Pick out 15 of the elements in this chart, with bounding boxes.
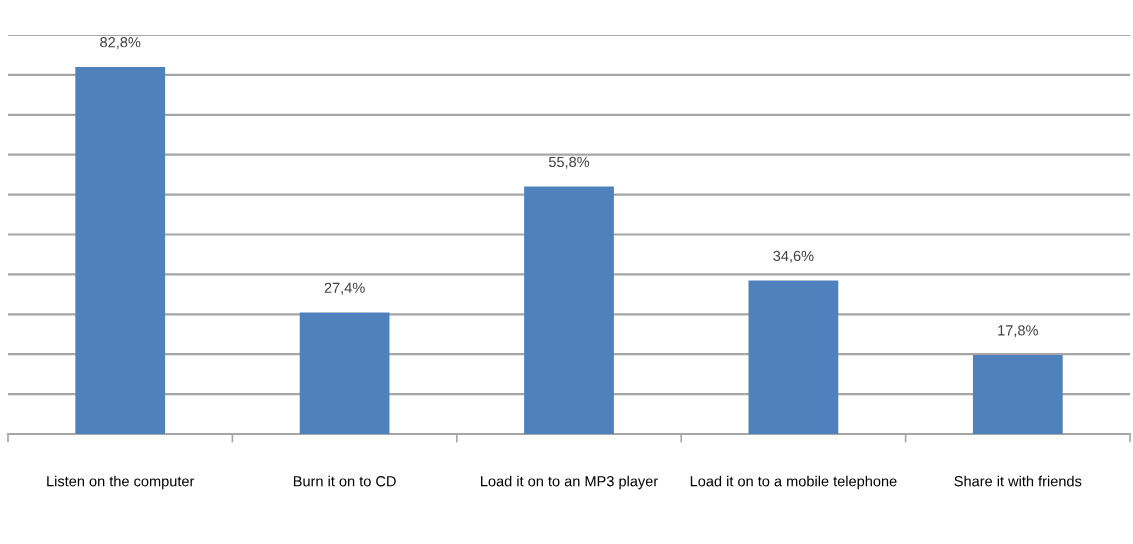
x-tick-label: Load it on to a mobile telephone: [690, 475, 897, 490]
data-label: 55,8%: [548, 156, 590, 169]
data-label: 82,8%: [100, 37, 141, 50]
data-label: 34,6%: [773, 250, 814, 263]
x-tick-label: Share it with friends: [954, 475, 1082, 487]
bar: [75, 66, 166, 434]
data-label: 27,4%: [324, 282, 365, 295]
bar: [524, 186, 614, 434]
x-tick-label: Listen on the computer: [47, 475, 195, 490]
x-tick-label: Load it on to an MP3 player: [481, 475, 658, 490]
data-label: 17,8%: [998, 325, 1038, 338]
x-tick-label: Burn it on to CD: [293, 475, 396, 487]
bar: [299, 312, 390, 434]
bar: [748, 280, 839, 434]
bar: [972, 355, 1063, 434]
